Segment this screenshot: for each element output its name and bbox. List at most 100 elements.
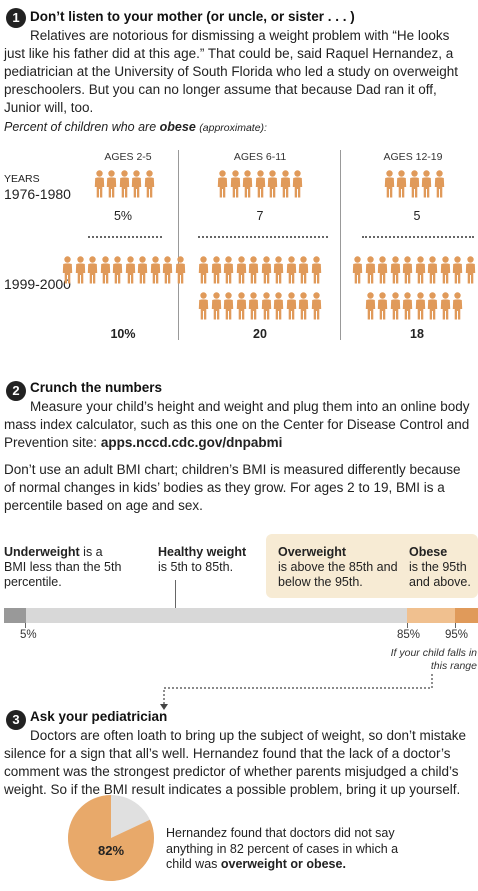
obese-label: Obese is the 95th and above.: [409, 545, 477, 590]
person-icon: [87, 256, 98, 289]
person-icon: [409, 170, 420, 203]
section-1-number: 1: [6, 8, 26, 28]
person-icon: [434, 170, 445, 203]
person-icon: [217, 170, 228, 203]
person-icon: [440, 256, 451, 289]
person-icon: [223, 292, 234, 325]
person-icon: [267, 170, 278, 203]
person-icon: [198, 292, 209, 325]
row-separator-3: [362, 236, 474, 238]
person-icon: [402, 292, 413, 325]
overweight-bold: Overweight: [278, 545, 347, 559]
row-header-years: YEARS: [4, 173, 40, 185]
section-2-number: 2: [6, 381, 26, 401]
person-icon: [125, 256, 136, 289]
person-icon: [421, 170, 432, 203]
person-icon: [390, 292, 401, 325]
col-head-3: AGES 12-19: [383, 151, 443, 163]
bmi-bar-overweight: [407, 608, 455, 623]
row-label-2: 1999-2000: [4, 276, 71, 292]
person-icon: [311, 256, 322, 289]
person-icon: [175, 256, 186, 289]
value-r1-c2: 7: [256, 209, 264, 223]
person-icon: [384, 170, 395, 203]
person-icon: [100, 256, 111, 289]
person-icon: [112, 256, 123, 289]
row-label-1: 1976-1980: [4, 186, 71, 202]
tick-label-95: 95%: [445, 629, 469, 641]
person-icon: [236, 256, 247, 289]
chart-caption-pre: Percent of children who are: [4, 120, 160, 134]
person-icon: [137, 256, 148, 289]
person-icon: [298, 256, 309, 289]
person-icon: [427, 292, 438, 325]
section-2-heading: Crunch the numbers: [30, 380, 163, 395]
section-2-body: Measure your child’s height and weight a…: [4, 398, 474, 452]
person-icon: [248, 256, 259, 289]
person-icon: [62, 256, 73, 289]
row-separator-2: [198, 236, 328, 238]
value-r1-c1: 5%: [113, 209, 133, 223]
overweight-text: is above the 85th and below the 95th.: [278, 560, 398, 589]
pie-caption: Hernandez found that doctors did not say…: [166, 826, 406, 873]
chart-caption-bold: obese: [159, 120, 196, 134]
person-icon: [131, 170, 142, 203]
overweight-label: Overweight is above the 85th and below t…: [278, 545, 398, 590]
healthy-label: Healthy weight is 5th to 85th.: [158, 545, 248, 575]
person-icon: [261, 256, 272, 289]
section-2-body2: Don’t use an adult BMI chart; children’s…: [4, 462, 461, 513]
col-head-1: AGES 2-5: [104, 151, 152, 163]
pie-label: 82%: [98, 843, 124, 858]
person-icon: [352, 256, 363, 289]
chart-caption: Percent of children who are obese (appro…: [4, 118, 267, 137]
person-icon: [223, 256, 234, 289]
section-1-body-text: Relatives are notorious for dismissing a…: [4, 28, 458, 115]
person-icon: [150, 256, 161, 289]
value-r2-c1: 10%: [110, 327, 136, 341]
person-icon: [255, 170, 266, 203]
person-icon: [280, 170, 291, 203]
bmi-bar: [4, 608, 478, 623]
healthy-bold: Healthy weight: [158, 545, 247, 559]
person-icon: [365, 292, 376, 325]
person-icon: [292, 170, 303, 203]
person-icon: [242, 170, 253, 203]
obese-bold: Obese: [409, 545, 448, 559]
column-divider-2: [340, 150, 341, 340]
overweight-obese-box: [266, 534, 478, 598]
person-icon: [286, 292, 297, 325]
tick-label-5: 5%: [20, 629, 37, 641]
person-icon: [162, 256, 173, 289]
person-icon: [94, 170, 105, 203]
person-icon: [230, 170, 241, 203]
section-3-heading: Ask your pediatrician: [30, 709, 168, 724]
range-connector: [160, 674, 433, 710]
underweight-text: is a BMI less than the 5th percentile.: [4, 545, 122, 589]
section-1-body: Relatives are notorious for dismissing a…: [4, 27, 464, 117]
person-icon: [273, 256, 284, 289]
section-3-body: Doctors are often loath to bring up the …: [4, 727, 474, 799]
section-1-heading: Don’t listen to your mother (or uncle, o…: [30, 9, 355, 24]
person-icon: [396, 170, 407, 203]
row-separator-1: [88, 236, 162, 238]
tick-label-85: 85%: [397, 629, 421, 641]
person-icon: [377, 256, 388, 289]
person-icon: [198, 256, 209, 289]
tick-5: [25, 623, 26, 628]
person-icon: [415, 256, 426, 289]
value-r1-c3: 5: [413, 209, 421, 223]
person-icon: [377, 292, 388, 325]
pie-caption-bold: overweight or obese.: [220, 857, 346, 871]
person-icon: [440, 292, 451, 325]
section-3-number: 3: [6, 710, 26, 730]
person-icon: [248, 292, 259, 325]
person-icon: [427, 256, 438, 289]
range-note: If your child falls in this range: [390, 647, 477, 672]
cdc-link[interactable]: apps.nccd.cdc.gov/dnpabmi: [100, 435, 283, 450]
value-r2-c2: 20: [253, 327, 267, 341]
obese-text: is the 95th and above.: [409, 560, 471, 589]
underweight-label: Underweight is a BMI less than the 5th p…: [4, 545, 124, 590]
person-icon: [261, 292, 272, 325]
person-icon: [106, 170, 117, 203]
person-icon: [211, 292, 222, 325]
